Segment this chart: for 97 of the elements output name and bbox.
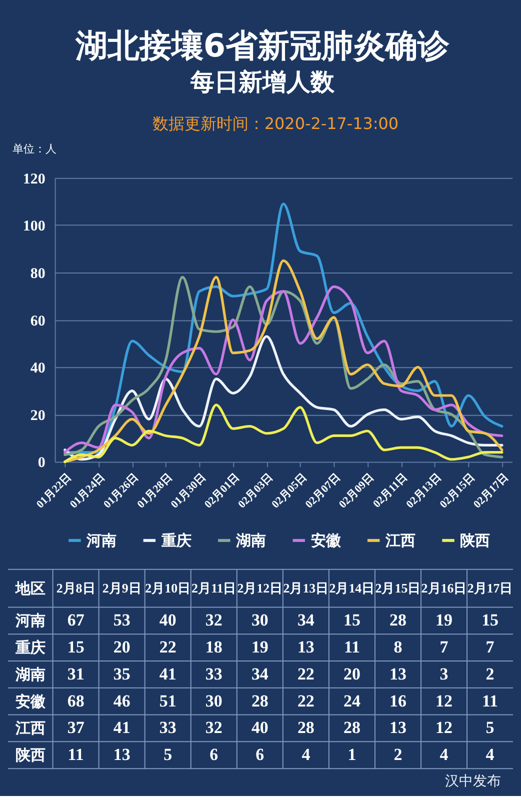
data-label: 51 [159, 691, 176, 710]
data-label: 13 [113, 745, 130, 764]
y-tick-label: 60 [30, 313, 46, 330]
data-label: 7 [486, 638, 495, 657]
data-label: 4 [486, 745, 495, 764]
text: 安徽 [15, 692, 46, 710]
data-label: 53 [113, 610, 130, 630]
data-label: 68 [67, 691, 84, 710]
data-label: 3 [440, 664, 448, 684]
data-label: 28 [390, 610, 406, 630]
data-label: 18 [205, 638, 222, 657]
line-series [64, 335, 504, 461]
data-label: 19 [436, 610, 452, 630]
legend-label: 湖南 [235, 531, 266, 550]
y-axis-title: 单位：人 [12, 142, 56, 156]
y-tick-label: 80 [30, 266, 46, 282]
data-label: 22 [297, 691, 314, 710]
category-label: 2月10日 [145, 580, 191, 596]
y-tick-label: 20 [30, 408, 46, 424]
data-label: 46 [113, 691, 130, 710]
text: 湖南 [14, 665, 46, 684]
data-label: 41 [113, 718, 130, 738]
data-label: 28 [297, 718, 314, 738]
data-label: 5 [486, 718, 494, 738]
category-label: 2月11日 [192, 580, 236, 596]
data-label: 1 [348, 745, 356, 764]
data-label: 30 [251, 610, 268, 630]
data-label: 15 [482, 610, 498, 630]
legend-label: 陕西 [460, 531, 490, 550]
data-label: 32 [205, 610, 222, 630]
y-tick-label: 0 [38, 455, 46, 472]
category-label: 2月8日 [56, 580, 96, 596]
data-label: 34 [297, 610, 315, 630]
category-label: 2月9日 [102, 580, 142, 596]
data-label: 11 [482, 691, 498, 710]
data-label: 24 [343, 691, 361, 710]
data-label: 12 [436, 691, 452, 710]
category-label: 2月17日 [467, 580, 513, 596]
data-label: 16 [390, 691, 406, 710]
data-label: 30 [205, 691, 222, 710]
legend-label: 河南 [86, 531, 117, 550]
category-label: 2月14日 [329, 580, 375, 596]
data-label: 6 [256, 745, 264, 764]
chart-subtitle: 每日新增人数 [189, 68, 336, 96]
data-label: 15 [67, 638, 84, 657]
data-label: 40 [159, 610, 176, 630]
data-label: 37 [67, 718, 85, 738]
data-label: 19 [251, 638, 268, 657]
data-label: 12 [436, 718, 452, 738]
legend-label: 江西 [384, 531, 416, 550]
category-label: 2月16日 [421, 580, 467, 596]
text: 重庆 [14, 638, 46, 657]
data-label: 6 [210, 745, 218, 764]
data-label: 33 [205, 664, 222, 684]
legend-label: 重庆 [160, 531, 192, 550]
data-label: 35 [113, 664, 130, 684]
y-tick-label: 100 [22, 218, 46, 235]
category-label: 2月15日 [375, 580, 421, 596]
data-label: 2 [394, 745, 402, 764]
text: 数据更新时间：2020-2-17-13:00 [152, 114, 398, 134]
data-label: 33 [159, 718, 176, 738]
data-label: 34 [251, 664, 269, 684]
data-label: 11 [344, 638, 360, 657]
data-label: 20 [343, 664, 360, 684]
data-label: 4 [302, 745, 311, 764]
data-label: 5 [164, 745, 172, 764]
data-label: 15 [343, 610, 360, 630]
data-label: 22 [159, 638, 176, 657]
category-label: 2月12日 [237, 580, 283, 596]
data-label: 4 [440, 745, 449, 764]
data-label: 13 [390, 664, 406, 684]
data-label: 28 [343, 718, 360, 738]
text: 汉中发布 [445, 774, 502, 790]
chart-title: 湖北接壤6省新冠肺炎确诊 [74, 26, 451, 64]
data-label: 67 [67, 610, 85, 630]
data-label: 11 [68, 745, 84, 764]
data-label: 13 [390, 718, 406, 738]
data-label: 13 [297, 638, 314, 657]
data-label: 2 [486, 664, 494, 684]
text: 江西 [14, 719, 46, 738]
text: 陕西 [15, 746, 46, 764]
line-series [64, 404, 504, 464]
data-label: 22 [297, 664, 314, 684]
legend-label: 安徽 [310, 531, 342, 550]
data-label: 28 [251, 691, 268, 710]
data-label: 20 [113, 638, 130, 657]
data-label: 32 [205, 718, 222, 738]
data-label: 41 [159, 664, 176, 684]
data-label: 8 [394, 638, 402, 657]
data-label: 7 [440, 638, 449, 657]
y-tick-label: 120 [22, 171, 46, 188]
category-label: 2月13日 [283, 580, 329, 596]
text: 河南 [14, 612, 46, 630]
text: 地区 [14, 579, 46, 598]
data-label: 31 [67, 664, 84, 684]
data-label: 40 [251, 718, 268, 738]
y-tick-label: 40 [30, 360, 46, 377]
